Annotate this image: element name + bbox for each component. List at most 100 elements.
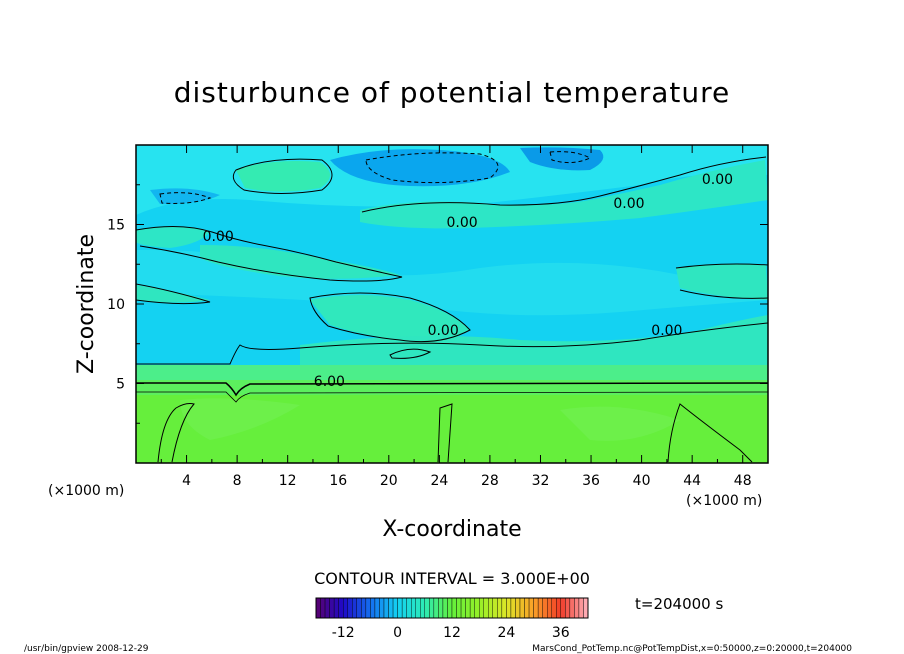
contour-label: 0.00 xyxy=(447,215,478,231)
colorbar-segment xyxy=(438,597,444,619)
colorbar-segment xyxy=(488,597,493,619)
x-tick-label: 28 xyxy=(481,473,499,489)
colorbar-segment xyxy=(492,597,498,619)
contour-label: 0.00 xyxy=(702,172,733,188)
colorbar-segment xyxy=(542,597,548,619)
colorbar-segment xyxy=(451,597,457,619)
colorbar-segment xyxy=(528,597,534,619)
contour-label: 0.00 xyxy=(613,196,644,212)
colorbar-segment xyxy=(442,597,448,619)
warm-patch-2 xyxy=(360,160,768,229)
colorbar-segment xyxy=(392,597,398,619)
colorbar-segment xyxy=(565,597,571,619)
colorbar-segment xyxy=(315,597,321,619)
colorbar-segment xyxy=(460,597,466,619)
time-label: t=204000 s xyxy=(635,595,723,613)
colorbar-segment xyxy=(551,597,557,619)
colorbar-segment xyxy=(374,597,380,619)
x-tick-label: 4 xyxy=(182,473,191,489)
contour-low-line xyxy=(136,382,768,397)
warm-patch-3 xyxy=(136,226,210,248)
colorbar-segment xyxy=(479,597,484,619)
footer-right: MarsCond_PotTemp.nc@PotTempDist,x=0:5000… xyxy=(532,644,852,654)
colorbar-segment xyxy=(469,597,475,619)
colorbar-segment xyxy=(429,597,435,619)
colorbar-segment xyxy=(465,597,471,619)
colorbar-segment xyxy=(583,597,589,619)
x-tick-label: 44 xyxy=(683,473,701,489)
colorbar-segment xyxy=(356,597,362,619)
colorbar-tick-label: -12 xyxy=(332,625,355,641)
x-unit-right: (×1000 m) xyxy=(686,493,762,509)
footer-left: /usr/bin/gpview 2008-12-29 xyxy=(24,644,149,654)
colorbar-segment xyxy=(338,597,344,619)
colorbar-segment xyxy=(497,597,503,619)
colorbar-segment xyxy=(379,597,385,619)
contour-label: 0.00 xyxy=(203,229,234,245)
colorbar-segment xyxy=(424,597,430,619)
y-tick-label: 10 xyxy=(107,297,125,313)
colorbar-segment xyxy=(519,597,525,619)
lower-warm-patch-2 xyxy=(560,406,680,441)
colorbar-tick-label: 24 xyxy=(497,625,515,641)
contour-low-line-2 xyxy=(136,391,768,403)
colorbar-segment xyxy=(324,597,330,619)
dashed-contour-left xyxy=(159,192,212,204)
contour-label: 6.00 xyxy=(314,374,345,390)
contour-0-left xyxy=(136,283,211,305)
colorbar-ticks: -12 0 12 24 36 xyxy=(332,625,570,641)
colorbar-segment xyxy=(524,597,530,619)
colorbar-segment xyxy=(329,597,335,619)
colorbar-segment xyxy=(388,597,394,619)
contour-top-1 xyxy=(232,158,333,194)
x-tick-label: 20 xyxy=(380,473,398,489)
colorbar-segment xyxy=(556,597,561,619)
colorbar-segment xyxy=(347,597,353,619)
contour-0-mid xyxy=(675,263,768,299)
contour-labels: 0.00 0.00 0.00 0.00 0.00 0.00 6.00 xyxy=(203,172,733,390)
x-axis-label: X-coordinate xyxy=(382,517,521,542)
colorbar-segment xyxy=(456,597,462,619)
colorbar-segment xyxy=(415,597,421,619)
colorbar-segment xyxy=(406,597,412,619)
x-tick-label: 24 xyxy=(430,473,448,489)
x-tick-label: 12 xyxy=(279,473,297,489)
warm-patch-8 xyxy=(136,285,210,303)
warm-patch-7 xyxy=(300,315,768,365)
colorbar-segment xyxy=(501,597,507,619)
x-tick-label: 32 xyxy=(532,473,550,489)
colorbar-segment xyxy=(433,597,439,619)
dashed-contour-top xyxy=(365,152,499,184)
y-axis-label: Z-coordinate xyxy=(74,234,99,374)
contour-interval: CONTOUR INTERVAL = 3.000E+00 xyxy=(314,569,590,588)
colorbar-segment xyxy=(560,597,566,619)
colorbar-segment xyxy=(447,597,453,619)
contour-lower-center xyxy=(437,403,453,463)
x-tick-label: 40 xyxy=(633,473,651,489)
colorbar-segment xyxy=(365,597,371,619)
plot-area xyxy=(136,145,768,463)
x-unit-left: (×1000 m) xyxy=(48,483,124,499)
warm-patch-4 xyxy=(200,245,400,279)
lower-warm-patch xyxy=(180,398,300,440)
colorbar-segment xyxy=(474,597,480,619)
contour-lower-left xyxy=(157,403,195,463)
colorbar-segment xyxy=(352,597,357,619)
colorbar-segment xyxy=(370,597,376,619)
y-tick-label: 15 xyxy=(107,218,125,234)
colorbar-tick-label: 0 xyxy=(393,625,402,641)
colorbar-segment xyxy=(578,597,584,619)
colorbar-segment xyxy=(420,597,425,619)
chart-title: disturbunce of potential temperature xyxy=(174,76,731,109)
x-tick-label: 8 xyxy=(233,473,242,489)
contour-blob-inner xyxy=(389,348,432,359)
colorbar-segment xyxy=(383,597,389,619)
contour-0-main xyxy=(136,225,403,282)
colorbar xyxy=(315,597,589,619)
colorbar-segment xyxy=(515,597,521,619)
colorbar-segment xyxy=(510,597,516,619)
colorbar-segment xyxy=(547,597,552,619)
contour-blob-center xyxy=(309,292,471,343)
contour-label: 0.00 xyxy=(428,323,459,339)
